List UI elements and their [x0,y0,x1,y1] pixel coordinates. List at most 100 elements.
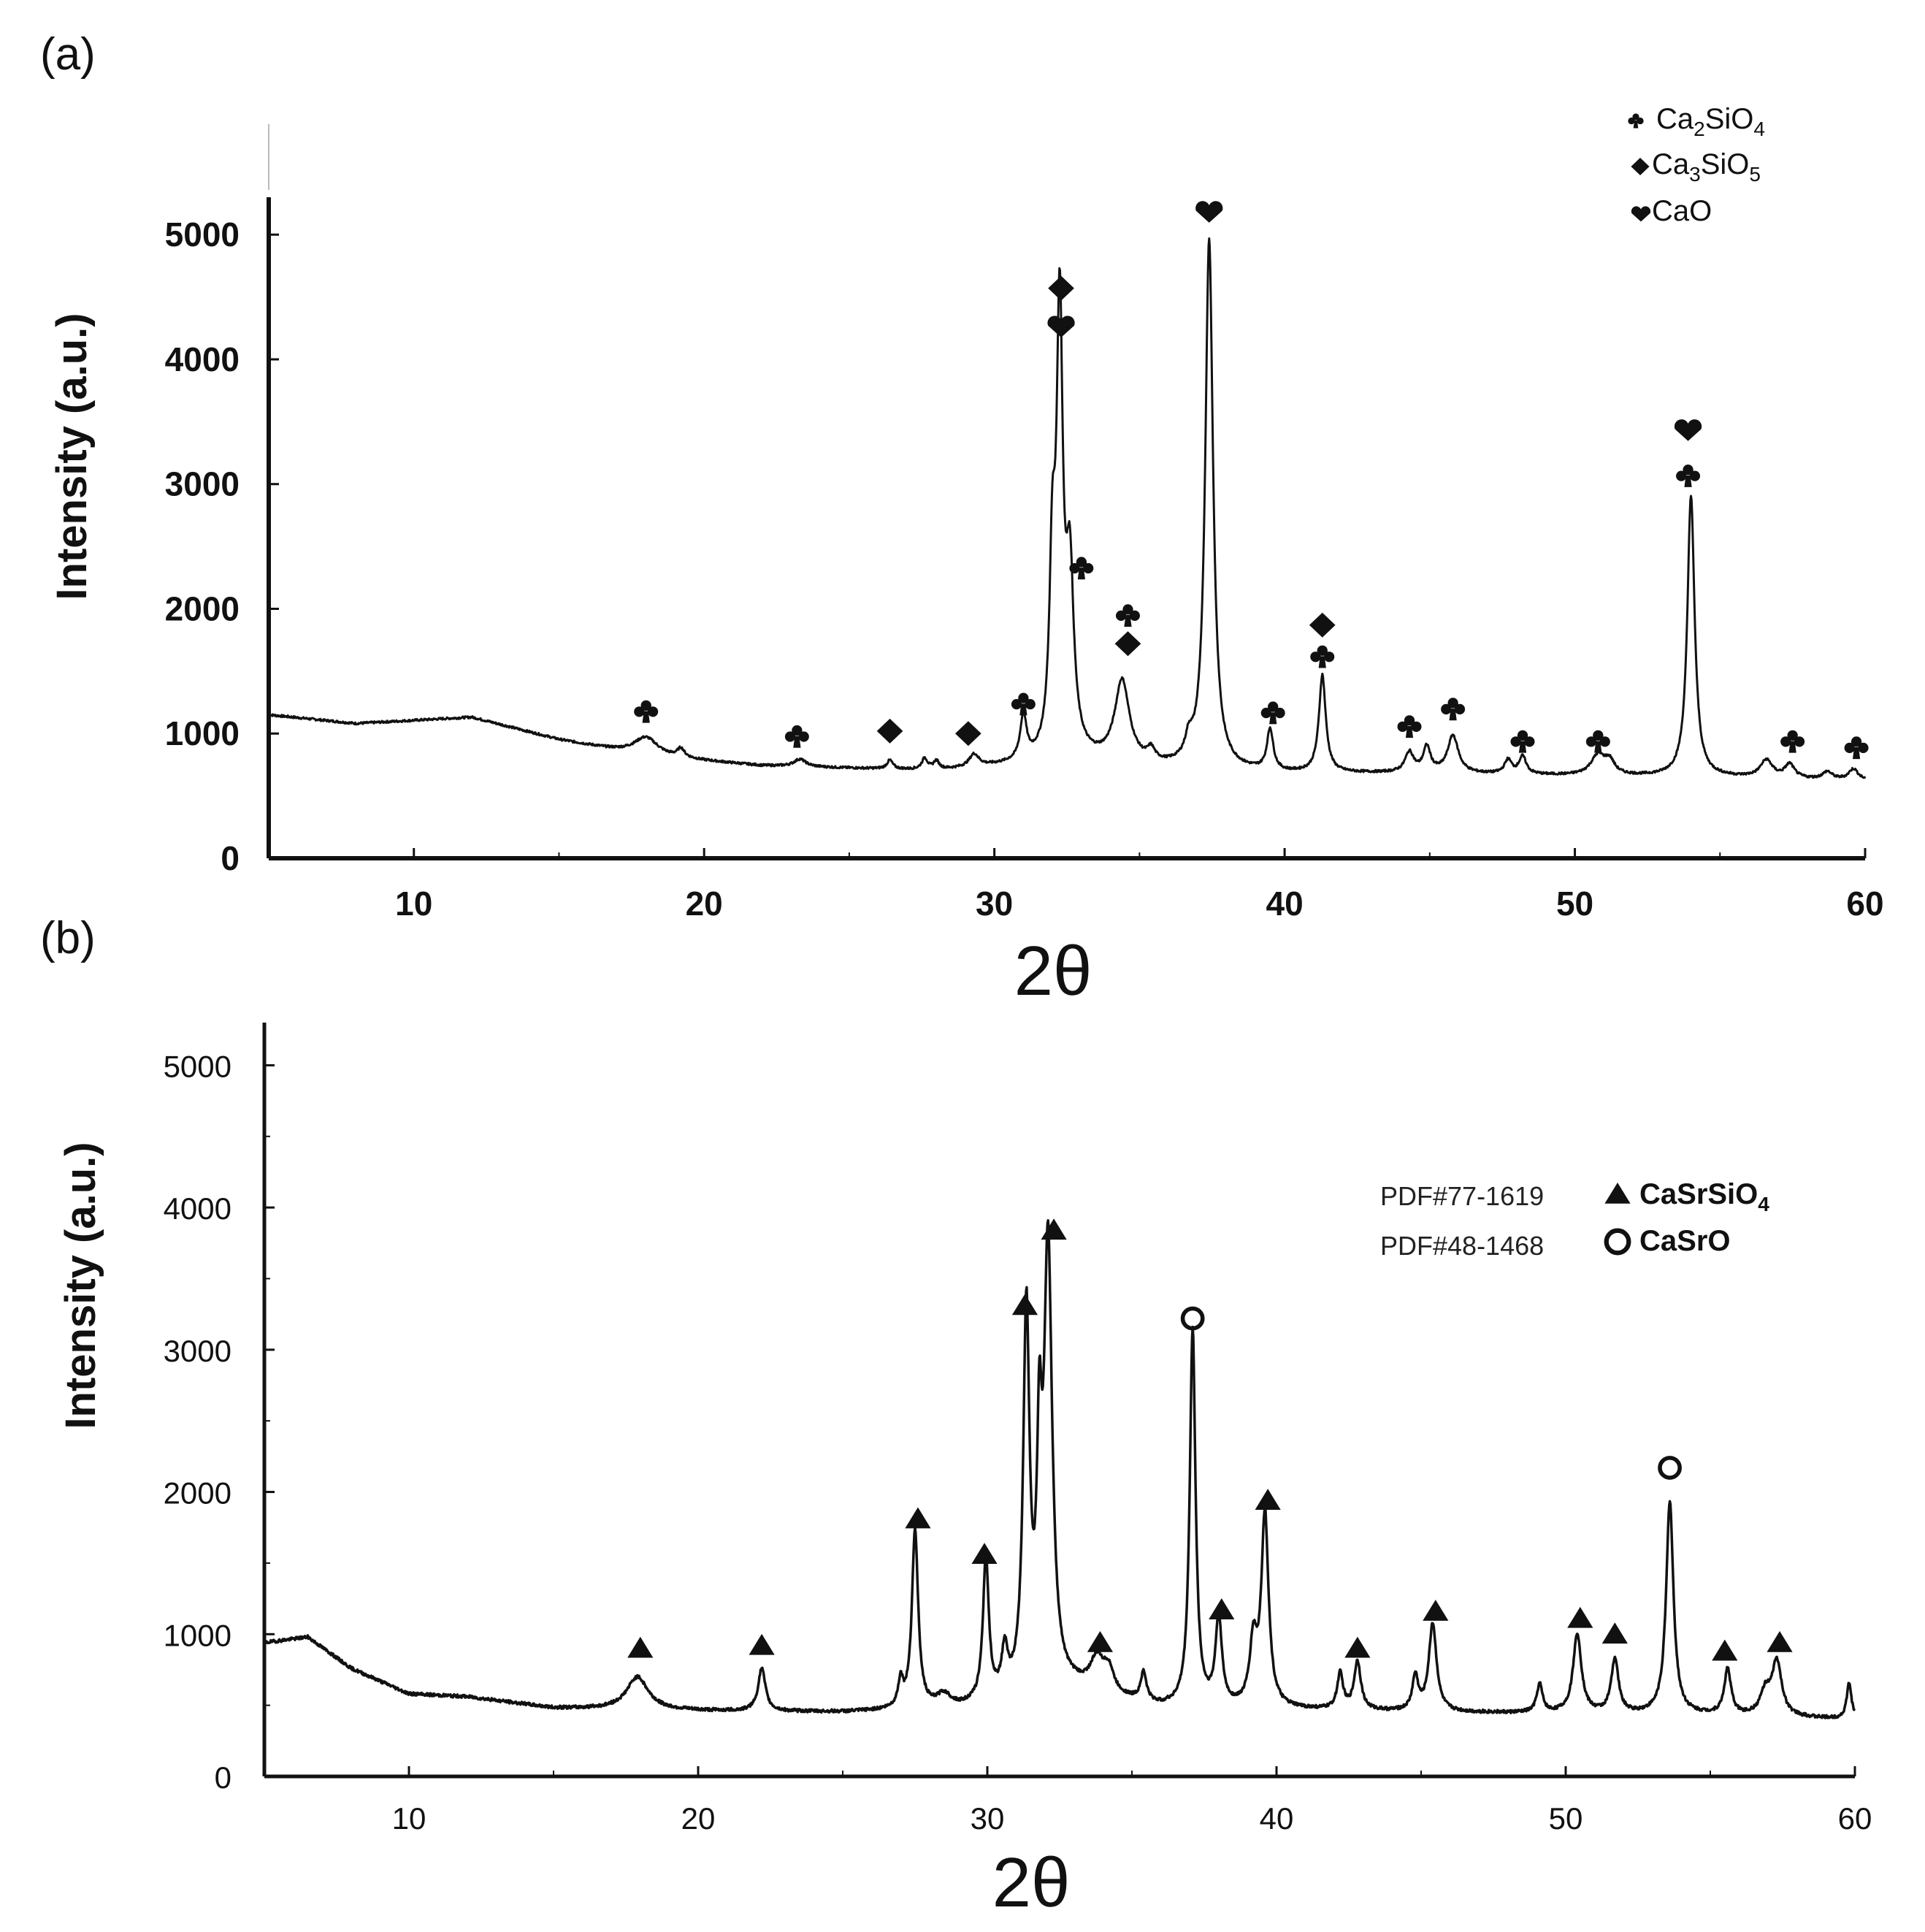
peak-club-marker [1011,692,1036,716]
y-tick-label: 2000 [164,1476,231,1511]
legend-heart-marker [1631,206,1651,222]
x-tick-label: 40 [1266,885,1304,923]
legend-pdf-48-1468: PDF#48-1468 [1380,1231,1544,1261]
peak-diamond-marker [1048,275,1074,301]
legend-diamond-icon [1631,158,1650,175]
panel-a-x-axis-label: 2θ [1014,932,1092,1010]
peak-club-marker [634,700,659,723]
y-tick-label: 5000 [164,1049,231,1083]
peak-triangle-marker [1712,1639,1738,1661]
panel-b: (b) 0 1000 2000 3000 4000 5000 10 20 30 40 50 60 In… [40,913,1872,1922]
legend-ca2sio4-sub2: 4 [1753,118,1765,140]
y-tick-label: 0 [215,1760,231,1795]
legend-cao: CaO [1652,195,1712,227]
x-tick-label: 10 [395,885,432,923]
peak-triangle-marker [749,1633,775,1655]
legend-casro: CaSrO [1639,1225,1731,1257]
peak-club-marker [1510,730,1535,753]
panel-b-x-axis-label: 2θ [992,1844,1071,1922]
y-tick-label: 3000 [164,1334,231,1368]
xrd-pattern-line [263,1219,1856,1719]
legend-casrsio4: CaSrSiO4 [1639,1178,1769,1215]
y-tick-label: 4000 [165,340,240,378]
legend-ca2sio4-ca: Ca [1656,103,1694,135]
peak-triangle-marker [905,1507,931,1529]
peak-triangle-marker [1087,1630,1114,1652]
peak-club-marker [1676,464,1701,487]
peak-triangle-marker [971,1543,998,1565]
x-tick-label: 50 [1549,1801,1583,1836]
legend-triangle-marker [1604,1183,1631,1204]
peak-club-marker [1585,730,1610,753]
legend-diamond-marker [1631,158,1650,175]
legend-heart-icon [1631,206,1651,222]
peak-club-marker [1844,736,1869,760]
y-tick-label: 1000 [165,714,240,752]
y-tick-label: 4000 [164,1191,231,1226]
legend-ca3sio5: Ca3SiO5 [1652,148,1761,186]
x-tick-label: 20 [681,1801,716,1836]
legend-ca2sio4: Ca2SiO4 [1656,103,1765,140]
panel-b-y-axis-label: Intensity (a.u.) [57,1142,104,1429]
peak-diamond-marker [955,721,981,747]
peak-diamond-marker [1309,612,1336,638]
peak-triangle-marker [627,1636,654,1658]
peak-triangle-marker [1344,1636,1371,1658]
legend-circle-marker [1604,1228,1631,1256]
legend-ca2sio4-sio: SiO [1705,103,1754,135]
x-tick-label: 50 [1556,885,1593,923]
peak-triangle-marker [1601,1622,1628,1644]
legend-ca3sio5-sio: SiO [1701,148,1750,180]
peak-circle-marker [1180,1306,1205,1331]
peak-club-marker [1260,701,1285,725]
legend-ca3sio5-ca: Ca [1652,148,1690,180]
x-tick-label: 30 [971,1801,1005,1836]
peak-circle-marker [1658,1456,1682,1480]
y-tick-label: 1000 [164,1618,231,1652]
legend-casrsio4-sub: 4 [1758,1193,1769,1215]
x-tick-label: 60 [1838,1801,1872,1836]
peak-heart-marker [1047,316,1075,338]
y-tick-label: 5000 [165,215,240,253]
panel-a-legend: Ca2SiO4 Ca3SiO5 CaO [1628,103,1765,227]
panel-b-legend: PDF#77-1619 CaSrSiO4 PDF#48-1468 CaSrO [1380,1178,1769,1261]
legend-pdf-77-1619: PDF#77-1619 [1380,1181,1544,1211]
panel-a-y-axis-label: Intensity (a.u.) [48,313,96,600]
peak-triangle-marker [1255,1489,1281,1511]
legend-ca3sio5-sub1: 3 [1689,163,1701,186]
peak-club-marker [1397,715,1422,738]
peak-heart-marker [1195,201,1223,223]
peak-triangle-marker [1423,1600,1449,1621]
panel-a: (a) 0 1000 2000 3000 4000 5000 10 20 30 40 50 60 In… [40,29,1884,1010]
panel-b-label: (b) [40,913,96,963]
legend-club-marker [1628,113,1644,129]
peak-diamond-marker [1114,631,1141,657]
x-tick-label: 20 [686,885,723,923]
y-tick-label: 3000 [165,465,240,503]
peak-club-marker [1310,645,1335,668]
legend-casrsio4-text: CaSrSiO [1639,1178,1758,1210]
peak-club-marker [1780,730,1805,753]
x-tick-label: 60 [1846,885,1883,923]
x-tick-label: 40 [1260,1801,1294,1836]
legend-circle-icon [1604,1228,1631,1256]
legend-club-icon [1628,113,1644,129]
peak-club-marker [1069,557,1094,580]
peak-club-marker [1115,604,1140,627]
legend-triangle-icon [1604,1183,1631,1204]
x-tick-label: 30 [976,885,1013,923]
panel-a-label: (a) [40,29,96,80]
y-tick-label: 2000 [165,589,240,627]
peak-triangle-marker [1209,1598,1235,1619]
peak-triangle-marker [1011,1294,1038,1316]
legend-ca3sio5-sub2: 5 [1749,163,1761,186]
peak-heart-marker [1674,419,1702,441]
x-tick-label: 10 [392,1801,426,1836]
peak-club-marker [1441,698,1466,721]
peak-club-marker [784,725,809,748]
peak-triangle-marker [1767,1630,1793,1652]
peak-triangle-marker [1567,1606,1593,1628]
peak-triangle-marker [1041,1218,1067,1240]
legend-ca2sio4-sub1: 2 [1694,118,1705,140]
